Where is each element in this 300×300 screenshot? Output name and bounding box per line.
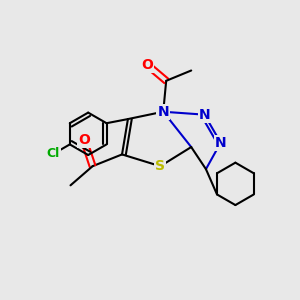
Text: O: O — [78, 133, 90, 147]
Text: N: N — [215, 136, 226, 150]
Text: O: O — [141, 58, 153, 72]
Text: S: S — [155, 159, 165, 173]
Text: N: N — [158, 105, 169, 119]
Text: Cl: Cl — [46, 148, 60, 160]
Text: N: N — [199, 108, 210, 122]
